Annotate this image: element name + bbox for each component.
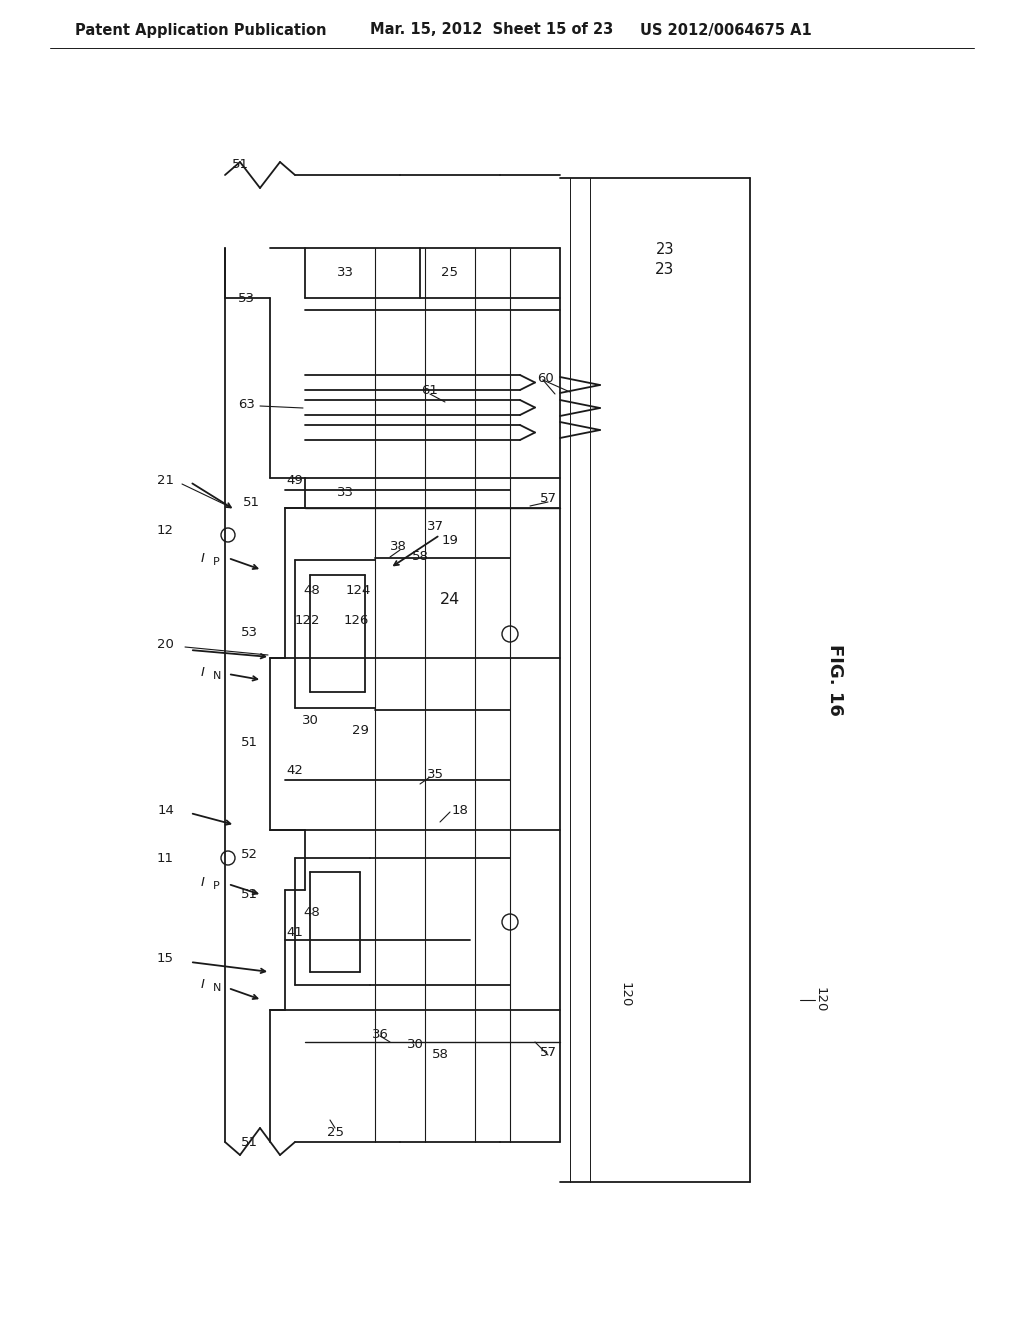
Text: 12: 12 [157,524,174,536]
Text: 51: 51 [231,158,249,172]
Text: 53: 53 [238,292,255,305]
Text: 15: 15 [157,952,174,965]
Text: 51: 51 [243,495,260,508]
Text: 20: 20 [157,639,174,652]
Text: 42: 42 [287,763,303,776]
Text: I: I [201,978,205,990]
Text: 33: 33 [337,265,353,279]
Text: 58: 58 [431,1048,449,1061]
Text: 120: 120 [618,982,632,1007]
Text: P: P [213,880,220,891]
Text: 11: 11 [157,851,174,865]
Text: 30: 30 [407,1039,424,1052]
Text: 37: 37 [427,520,443,533]
Text: 57: 57 [540,491,556,504]
Text: 21: 21 [157,474,174,487]
Text: 57: 57 [540,1045,556,1059]
Text: 25: 25 [441,265,459,279]
Text: N: N [213,671,221,681]
Text: 33: 33 [337,487,353,499]
Text: 63: 63 [239,397,255,411]
Text: 122: 122 [295,614,319,627]
Text: US 2012/0064675 A1: US 2012/0064675 A1 [640,22,812,37]
Text: P: P [213,557,220,568]
Text: 14: 14 [157,804,174,817]
Text: 19: 19 [441,533,459,546]
Text: 18: 18 [452,804,468,817]
Text: 48: 48 [303,906,319,919]
Text: 58: 58 [412,550,428,564]
Text: N: N [213,983,221,993]
Text: Mar. 15, 2012  Sheet 15 of 23: Mar. 15, 2012 Sheet 15 of 23 [370,22,613,37]
Text: 36: 36 [372,1027,388,1040]
Text: 51: 51 [241,888,258,902]
Text: 51: 51 [241,735,258,748]
Text: FIG. 16: FIG. 16 [826,644,844,715]
Text: I: I [201,875,205,888]
Text: 23: 23 [655,263,675,277]
Text: 60: 60 [537,371,553,384]
Text: 126: 126 [343,614,369,627]
Text: 29: 29 [351,723,369,737]
Text: 25: 25 [327,1126,343,1138]
Text: 35: 35 [427,768,443,781]
Text: I: I [201,552,205,565]
Text: 124: 124 [345,583,371,597]
Text: 24: 24 [440,593,460,607]
Text: 51: 51 [241,1135,258,1148]
Text: 120: 120 [813,987,826,1012]
Text: 41: 41 [287,925,303,939]
Text: 53: 53 [241,626,258,639]
Text: 23: 23 [655,243,674,257]
Text: Patent Application Publication: Patent Application Publication [75,22,327,37]
Text: I: I [201,665,205,678]
Text: 52: 52 [241,847,258,861]
Text: 48: 48 [303,583,319,597]
Text: 30: 30 [301,714,318,726]
Text: 49: 49 [287,474,303,487]
Text: 38: 38 [389,540,407,553]
Text: 61: 61 [422,384,438,396]
